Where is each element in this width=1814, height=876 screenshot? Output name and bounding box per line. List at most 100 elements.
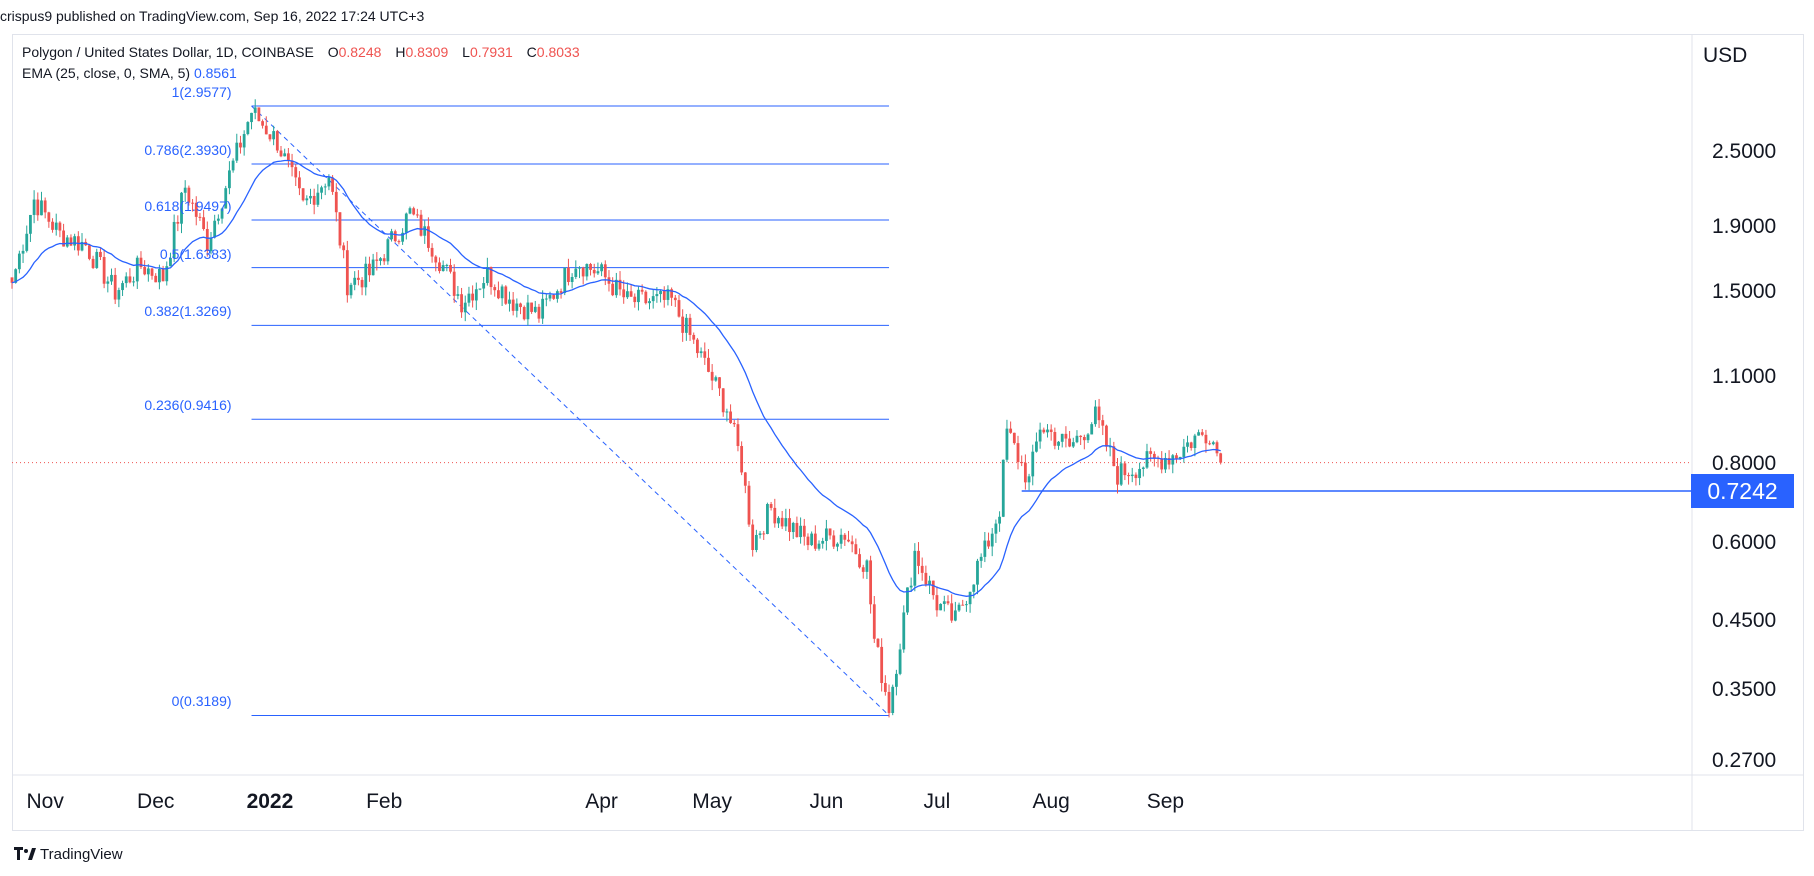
candle-body [729,411,732,423]
candle-body [419,214,423,236]
candle-body [791,522,795,533]
candle-body [393,231,397,242]
candle-body [1075,435,1079,443]
currency-label: USD [1703,44,1748,67]
candle-body [994,523,998,534]
candle-body [371,259,375,276]
candle-body [740,446,744,473]
candle-body [128,276,132,283]
candle-body [401,232,405,242]
candle-body [990,533,994,547]
price-tick-label: 2.5000 [1712,140,1777,163]
price-tick-label: 0.6000 [1712,530,1777,554]
candle-body [482,283,486,289]
candle-body [198,216,202,218]
candle-body [102,257,106,284]
candle-body [703,351,707,358]
candle-body [143,267,147,275]
candle-body [467,293,471,303]
candle-body [246,122,250,135]
candle-body [1219,453,1223,463]
candle-body [1027,476,1031,483]
candle-body [460,294,463,313]
candle-body [386,239,390,262]
candle-body [456,294,460,296]
candle-body [906,587,909,613]
candle-body [699,351,703,354]
candle-body [743,472,747,486]
candle-body [161,268,165,282]
ema-label: EMA (25, close, 0, SMA, 5) [22,65,191,81]
candle-body [1189,442,1193,449]
time-tick-label: Nov [26,790,64,813]
symbol-legend: Polygon / United States Dollar, 1D, COIN… [22,44,580,60]
candle-body [504,286,508,304]
candle-body [1211,442,1215,445]
fib-level-label: 1(2.9577) [171,83,232,100]
fib-level-label: 0.382(1.3269) [144,303,232,320]
candle-body [928,580,931,585]
candle-body [692,334,696,340]
candle-body [397,241,401,243]
candle-body [526,302,530,320]
candle-body [920,565,924,573]
candle-body [530,302,533,312]
candle-body [581,267,585,277]
time-tick-label: May [692,790,732,813]
candle-body [463,302,467,313]
candle-body [25,233,29,251]
candle-body [1215,442,1219,454]
price-tick-label: 0.2700 [1712,749,1777,772]
candle-body [290,160,294,168]
candle-body [298,177,301,189]
candle-body [714,377,718,381]
candle-body [935,595,939,611]
candle-body [931,580,935,596]
time-tick-label: 2022 [246,790,294,813]
chart-frame [12,34,1804,831]
price-tick-label: 1.9000 [1712,215,1777,239]
candle-body [1068,438,1071,447]
candle-body [872,604,876,639]
candle-body [272,131,276,140]
candle-body [21,250,25,254]
candle-body [312,195,316,205]
candle-body [1204,434,1208,444]
candle-body [917,550,920,566]
candle-body [644,291,648,304]
candle-body [998,516,1001,524]
candle-body [953,610,957,621]
price-tick-label: 1.5000 [1712,279,1777,303]
candle-body [1038,429,1042,442]
low-label: L [462,44,470,60]
candle-body [578,267,581,269]
candle-body [261,121,264,126]
candle-body [305,198,309,201]
candle-body [430,247,434,257]
candle-body [449,264,452,272]
candle-body [253,107,257,113]
price-tick-label: 0.4500 [1712,609,1777,633]
footer-brand[interactable]: TradingView [14,846,123,863]
candle-body [1186,442,1189,447]
candle-body [611,283,615,296]
candle-body [500,286,504,299]
symbol-name[interactable]: Polygon / United States Dollar, 1D, COIN… [22,44,314,60]
candle-body [1130,474,1134,477]
candle-body [1060,433,1064,442]
candle-body [880,646,884,684]
candle-body [515,303,519,311]
candle-body [17,253,21,270]
candle-body [869,560,873,605]
candle-body [327,177,331,187]
candle-body [180,192,183,224]
fib-level-label: 0(0.3189) [171,693,232,710]
ema-legend[interactable]: EMA (25, close, 0, SMA, 5) 0.8561 [22,65,237,81]
candle-body [972,584,976,592]
candle-body [1071,442,1075,447]
candle-body [622,289,626,298]
candle-body [485,267,489,284]
candle-body [976,560,979,585]
candle-body [176,221,180,224]
